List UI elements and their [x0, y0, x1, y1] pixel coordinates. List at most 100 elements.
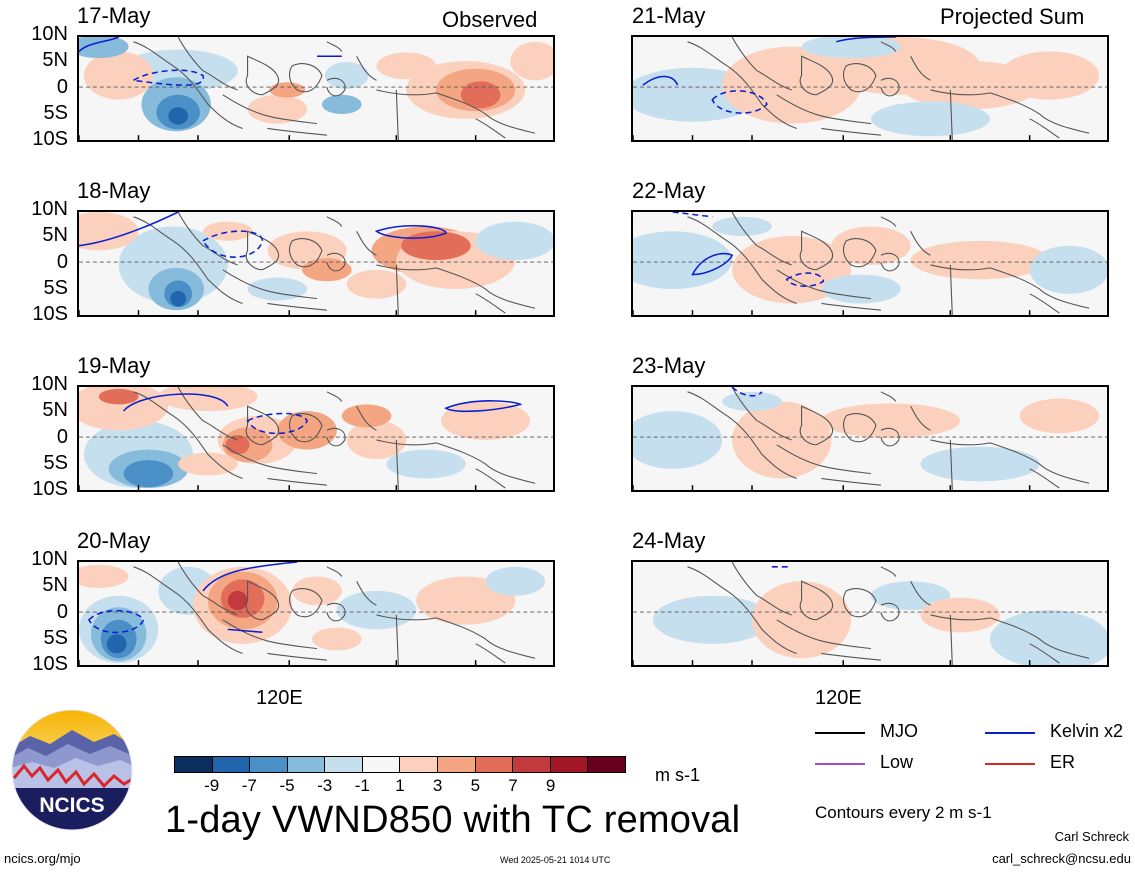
anomaly-shading — [277, 411, 337, 450]
coastline — [930, 439, 1090, 484]
kelvin-contour — [87, 609, 145, 634]
legend-line-2 — [985, 732, 1035, 734]
coastline — [326, 566, 343, 577]
lat-label-4-5: 10S — [32, 653, 68, 675]
kelvin-contour — [731, 387, 763, 397]
projected-date-label-1: 21-May — [632, 3, 706, 28]
anomaly-shading — [633, 411, 723, 469]
colorbar-swatch-4 — [287, 756, 326, 773]
kelvin-contour — [122, 393, 229, 412]
kelvin-contour — [201, 230, 264, 258]
lat-label-2-4: 5S — [43, 277, 68, 299]
coastline — [475, 643, 506, 664]
coastline — [799, 230, 834, 271]
anomaly-shading — [79, 212, 139, 251]
lat-label-2-2: 5N — [42, 224, 68, 246]
anomaly-shading — [821, 274, 901, 304]
kelvin-contour — [374, 225, 447, 239]
coastline — [376, 89, 536, 134]
coastline — [1029, 643, 1060, 664]
footer-email[interactable]: carl_schreck@ncsu.edu — [992, 851, 1131, 866]
anomaly-shading — [712, 216, 772, 237]
anomaly-shading — [510, 41, 553, 81]
coastline — [356, 581, 377, 606]
coastline — [267, 652, 327, 661]
projected-map-svg-4 — [633, 562, 1107, 665]
lat-label-3-4: 5S — [43, 452, 68, 474]
anomaly-shading — [106, 634, 127, 654]
coastline — [222, 619, 318, 650]
anomaly-shading — [1019, 398, 1100, 434]
coastline — [326, 77, 346, 97]
coastline — [842, 238, 877, 268]
coastline — [799, 405, 834, 446]
anomaly-shading — [79, 564, 129, 588]
kelvin-contour — [642, 75, 679, 86]
coastline — [1029, 468, 1060, 489]
anomaly-shading — [751, 581, 852, 659]
colorbar-tick-label-4: -3 — [317, 776, 333, 795]
coastline — [880, 216, 897, 227]
colorbar-swatch-12 — [588, 756, 626, 773]
anomaly-shading — [341, 404, 392, 428]
coastline — [842, 63, 877, 93]
coastline — [245, 405, 280, 446]
lat-label-2-3: 0 — [56, 251, 68, 273]
anomaly-shading — [920, 446, 1040, 482]
observed-map-panel-3 — [77, 385, 555, 492]
coastline — [376, 264, 536, 309]
lat-label-4-4: 5S — [43, 627, 68, 649]
colorbar-tick-label-8: 5 — [470, 776, 481, 795]
anomaly-shading — [475, 221, 553, 261]
anomaly-shading — [633, 231, 733, 290]
coastline — [799, 580, 834, 621]
anomaly-shading — [83, 51, 154, 100]
colorbar-tick-label-2: -7 — [241, 776, 257, 795]
coastline — [376, 614, 536, 659]
coastline — [949, 614, 953, 665]
colorbar-tick-label-9: 7 — [508, 776, 518, 795]
coastline — [687, 216, 797, 304]
colorbar-swatch-3 — [250, 756, 288, 773]
colorbar-units: m s-1 — [655, 765, 700, 785]
footer-url[interactable]: ncics.org/mjo — [4, 851, 81, 866]
projected-map-svg-1 — [633, 37, 1107, 140]
coastline — [910, 56, 931, 81]
kelvin-contour — [672, 212, 713, 218]
lat-label-4-1: 10N — [31, 548, 68, 570]
coastline — [842, 413, 877, 443]
anomaly-shading — [386, 449, 466, 479]
coastline — [133, 216, 243, 304]
coastline — [731, 387, 792, 441]
colorbar-swatch-1 — [174, 756, 213, 773]
projected-map-panel-2 — [631, 210, 1109, 317]
coastline — [245, 55, 280, 96]
colorbar-tick-label-1: -9 — [204, 776, 220, 795]
anomaly-shading — [247, 277, 308, 301]
legend-label-2: Kelvin x2 — [1050, 721, 1124, 741]
lat-label-1-1: 10N — [31, 23, 68, 45]
anomaly-shading — [1029, 245, 1107, 294]
coastline — [267, 302, 327, 311]
coastline — [949, 89, 953, 140]
coastline — [880, 252, 900, 272]
observed-map-panel-2 — [77, 210, 555, 317]
figure-title: 1-day VWND850 with TC removal — [165, 799, 741, 841]
projected-map-panel-1 — [631, 35, 1109, 142]
coastline — [821, 477, 881, 486]
coastline — [395, 264, 399, 315]
coastline — [288, 63, 323, 93]
anomaly-shading — [158, 387, 258, 412]
lat-label-3-3: 0 — [56, 426, 68, 448]
coastline — [776, 94, 872, 125]
kelvin-contour — [79, 212, 179, 247]
coastline — [288, 238, 323, 268]
kelvin-contour — [79, 37, 120, 53]
coastline — [821, 652, 881, 661]
anomaly-shading — [440, 401, 531, 440]
colorbar-swatch-7 — [400, 756, 439, 773]
legend-line-4 — [985, 763, 1035, 765]
anomaly-shading — [346, 269, 407, 299]
kelvin-contour — [691, 252, 734, 276]
colorbar-swatch-9 — [475, 756, 514, 773]
